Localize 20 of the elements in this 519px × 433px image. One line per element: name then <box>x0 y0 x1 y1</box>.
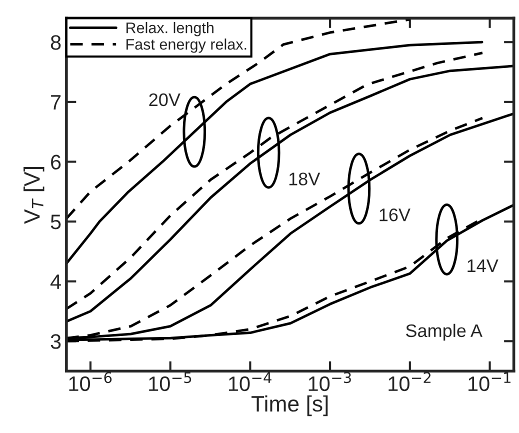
annotation: 20V <box>149 93 180 106</box>
legend-label: Fast energy relax. <box>126 38 246 53</box>
annotation: 14V <box>468 260 498 272</box>
x-tick-label: 10$^{−1}$ <box>468 372 510 392</box>
x-tick-label: 10$^{−3}$ <box>308 372 351 392</box>
annotation: 16V <box>380 208 410 222</box>
y-axis-title: V$_{T}$ [V] <box>24 167 44 224</box>
x-tick-label: 10$^{−4}$ <box>228 372 272 392</box>
x-tick-label: 10$^{−6}$ <box>69 372 112 392</box>
annotation: 18V <box>289 172 320 186</box>
y-tick-label: 6 <box>51 154 61 170</box>
y-tick-label: 7 <box>51 95 61 110</box>
annotation: Sample A <box>406 324 482 341</box>
y-tick-label: 8 <box>50 35 61 50</box>
y-tick-label: 4 <box>50 274 61 289</box>
x-axis-title: Time [s] <box>252 395 328 416</box>
y-tick-label: 3 <box>50 334 61 349</box>
legend-label: Relax. length <box>126 22 214 36</box>
x-tick-label: 10$^{−2}$ <box>388 372 431 392</box>
y-tick-label: 5 <box>50 214 61 230</box>
